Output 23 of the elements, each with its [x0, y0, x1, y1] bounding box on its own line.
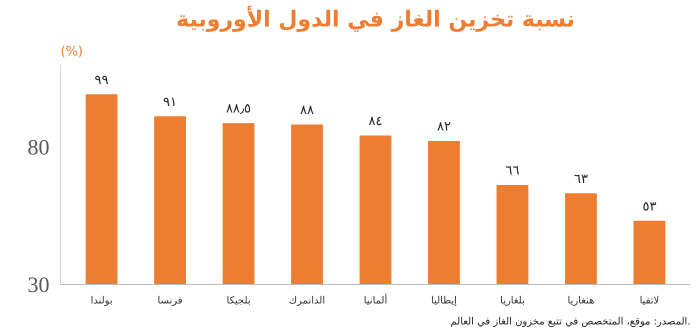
- x-tick-label: بولندا: [90, 296, 113, 306]
- data-label: ٨٤: [368, 113, 382, 128]
- data-label: ٦٣: [574, 170, 588, 186]
- x-tick-label: هنغاريا: [568, 296, 594, 306]
- y-tick-label: 30: [28, 272, 50, 297]
- data-label: ٩١: [163, 94, 178, 109]
- data-label: ٦٦: [505, 162, 520, 178]
- data-label: ٨٨: [300, 102, 314, 117]
- x-tick-label: بلجيكا: [226, 296, 251, 306]
- x-tick-label: إيطاليا: [431, 296, 458, 306]
- data-label: ٥٣: [642, 198, 656, 214]
- data-label: ٩٩: [94, 72, 109, 87]
- x-tick-label: فرنسا: [158, 296, 183, 306]
- y-axis-title: (%): [60, 44, 83, 60]
- x-tick-label: بلغاريا: [500, 296, 525, 306]
- x-tick-label: ألمانيا: [364, 294, 388, 306]
- text: المصدر: موقع، المتخصص في تتبع مخزون الغاز في العالم.: [450, 316, 691, 328]
- x-tick-label: الدانمرك: [288, 296, 326, 306]
- data-label: ٨٨٫٥: [226, 100, 252, 116]
- y-tick-label: 80: [28, 134, 50, 160]
- chart-title: نسبة تخزين الغاز في الدول الأوروبية: [176, 6, 575, 32]
- x-tick-label: لاتفيا: [640, 296, 660, 306]
- data-label: ٨٢: [436, 118, 451, 134]
